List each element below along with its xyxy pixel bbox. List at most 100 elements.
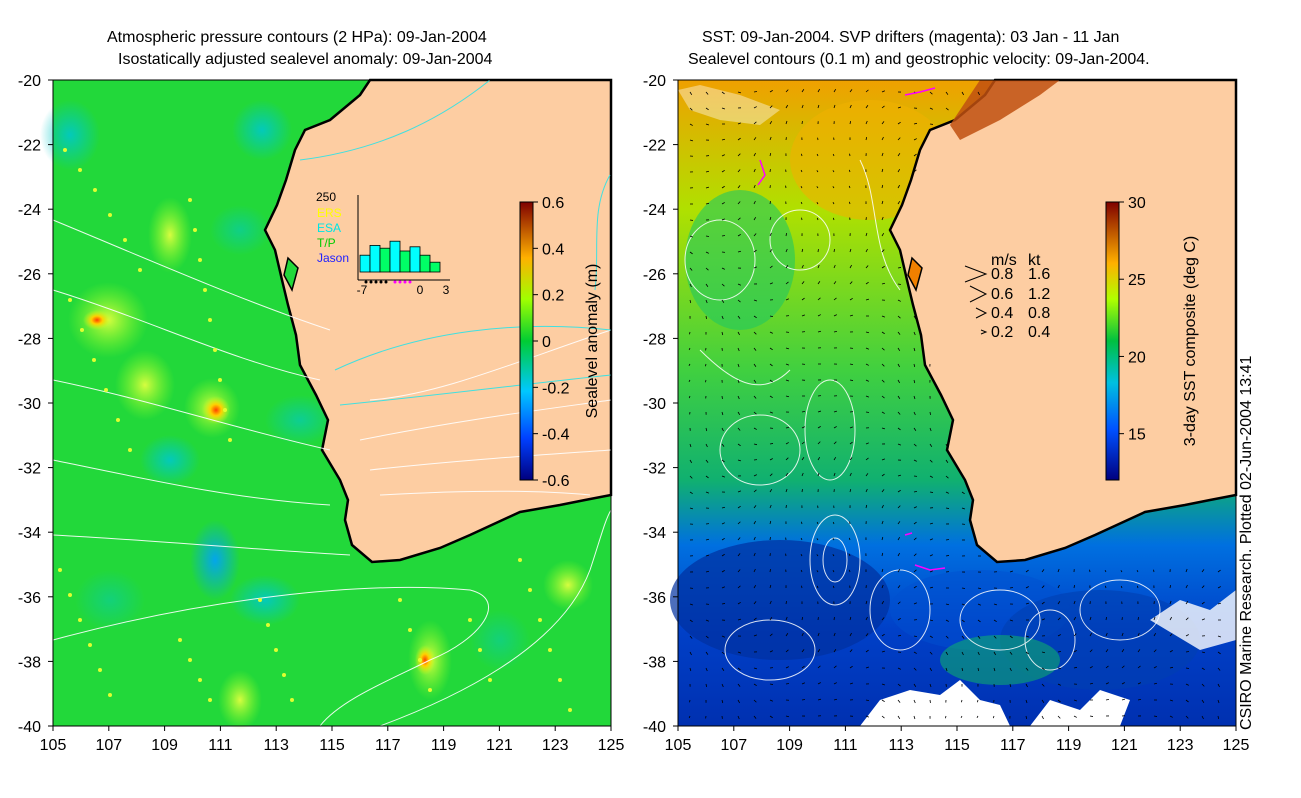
- velocity-vector: [705, 683, 708, 688]
- left-colorbar-tick-label: -0.6: [542, 473, 570, 490]
- velocity-vector: [737, 490, 742, 493]
- velocity-vector: [913, 443, 917, 447]
- velocity-vector: [689, 475, 693, 479]
- velocity-vector: [865, 600, 868, 605]
- velocity-vector: [1041, 667, 1045, 671]
- velocity-vector: [832, 521, 835, 525]
- velocity-vector: [800, 185, 803, 189]
- velocity-vector: [688, 363, 691, 366]
- velocity-vector: [817, 330, 822, 333]
- velocity-vector: [897, 379, 900, 384]
- velocity-vector: [737, 217, 741, 221]
- velocity-vector: [961, 667, 964, 672]
- velocity-vector: [1057, 584, 1060, 589]
- right-sealevel-contours: [684, 159, 1161, 681]
- velocity-vector: [832, 153, 835, 157]
- velocity-vector: [929, 538, 933, 541]
- left-y-tick-label: -36: [18, 590, 41, 607]
- velocity-vector: [737, 411, 741, 416]
- velocity-vector: [785, 104, 789, 109]
- credit-text: CSIRO Marine Research. Plotted 02-Jun-20…: [1238, 355, 1255, 730]
- velocity-vector: [753, 552, 756, 557]
- velocity-vector: [849, 314, 854, 317]
- velocity-vector: [705, 283, 709, 287]
- velocity-vector: [769, 232, 772, 237]
- velocity-vector: [769, 504, 772, 509]
- velocity-vector: [977, 587, 982, 589]
- right-colorbar-tick-label: 15: [1128, 427, 1146, 444]
- velocity-vector: [913, 651, 917, 654]
- left-y-tick-label: -28: [18, 331, 41, 348]
- velocity-vector: [1025, 699, 1028, 704]
- velocity-vector: [688, 347, 691, 351]
- right-y-tick-label: -30: [643, 396, 666, 413]
- velocity-vector: [753, 489, 757, 493]
- right-y-tick-label: -24: [643, 202, 666, 219]
- velocity-vector: [897, 667, 901, 670]
- velocity-vector: [945, 667, 948, 672]
- right-title-line2: Sealevel contours (0.1 m) and geostrophi…: [688, 51, 1150, 68]
- velocity-vector: [929, 554, 933, 557]
- velocity-vector: [801, 585, 803, 589]
- velocity-legend: m/s kt 0.8 1.6 0.6 1.2 0.4 0.8 0.2 0.4: [964, 252, 1050, 341]
- left-x-tick-label: 115: [319, 737, 345, 754]
- velocity-vector: [929, 683, 932, 688]
- velocity-vector: [753, 634, 758, 637]
- velocity-vector: [801, 411, 806, 413]
- velocity-vector: [737, 91, 742, 94]
- velocity-vector: [816, 585, 819, 589]
- velocity-vector: [769, 282, 773, 285]
- velocity-vector: [753, 505, 757, 509]
- velocity-vector: [721, 570, 725, 573]
- velocity-vector: [832, 554, 835, 557]
- velocity-vector: [769, 584, 772, 589]
- velocity-vector: [753, 568, 756, 573]
- velocity-vector: [785, 715, 790, 718]
- velocity-vector: [721, 443, 725, 447]
- right-y-tick-label: -28: [643, 331, 666, 348]
- velocity-vector: [945, 107, 949, 111]
- velocity-vector: [737, 427, 741, 431]
- velocity-vector: [993, 651, 997, 656]
- velocity-vector: [721, 651, 725, 655]
- velocity-vector: [689, 107, 693, 111]
- velocity-vector: [865, 649, 869, 653]
- velocity-vector: [816, 186, 819, 189]
- velocity-vector: [721, 138, 726, 141]
- velocity-vector: [753, 106, 757, 109]
- velocity-vector: [705, 123, 710, 126]
- velocity-vector: [689, 603, 694, 606]
- velocity-vector: [1073, 699, 1078, 702]
- velocity-vector: [1153, 666, 1157, 669]
- velocity-vector: [769, 315, 774, 318]
- velocity-vector: [1185, 584, 1188, 589]
- velocity-vector: [865, 347, 870, 350]
- velocity-vector: [849, 488, 852, 493]
- velocity-vector: [881, 600, 885, 605]
- velocity-vector: [1041, 569, 1045, 573]
- right-map: 105 107 109 111 113 115 117 119 121 123 125 -20 -22…: [643, 73, 1250, 754]
- velocity-vector: [785, 457, 789, 461]
- velocity-vector: [1057, 617, 1061, 621]
- velocity-vector: [833, 104, 836, 109]
- velocity-vector: [848, 553, 851, 557]
- velocity-vector: [737, 363, 740, 368]
- velocity-vector: [769, 617, 773, 621]
- velocity-vector: [865, 616, 868, 621]
- velocity-vector: [705, 651, 709, 655]
- velocity-vector: [833, 314, 837, 317]
- velocity-vector: [801, 426, 805, 429]
- velocity-vector: [897, 267, 902, 269]
- velocity-vector: [897, 699, 901, 703]
- right-y-tick-label: -32: [643, 461, 666, 478]
- velocity-vector: [1057, 568, 1060, 573]
- velocity-vector: [1057, 634, 1061, 637]
- velocity-vector: [769, 569, 771, 573]
- left-colorbar-tick-label: -0.4: [542, 427, 570, 444]
- velocity-vector: [817, 104, 820, 109]
- velocity-vector: [881, 489, 885, 493]
- velocity-vector: [801, 616, 804, 621]
- velocity-vector: [753, 152, 756, 157]
- velocity-vector: [785, 120, 788, 125]
